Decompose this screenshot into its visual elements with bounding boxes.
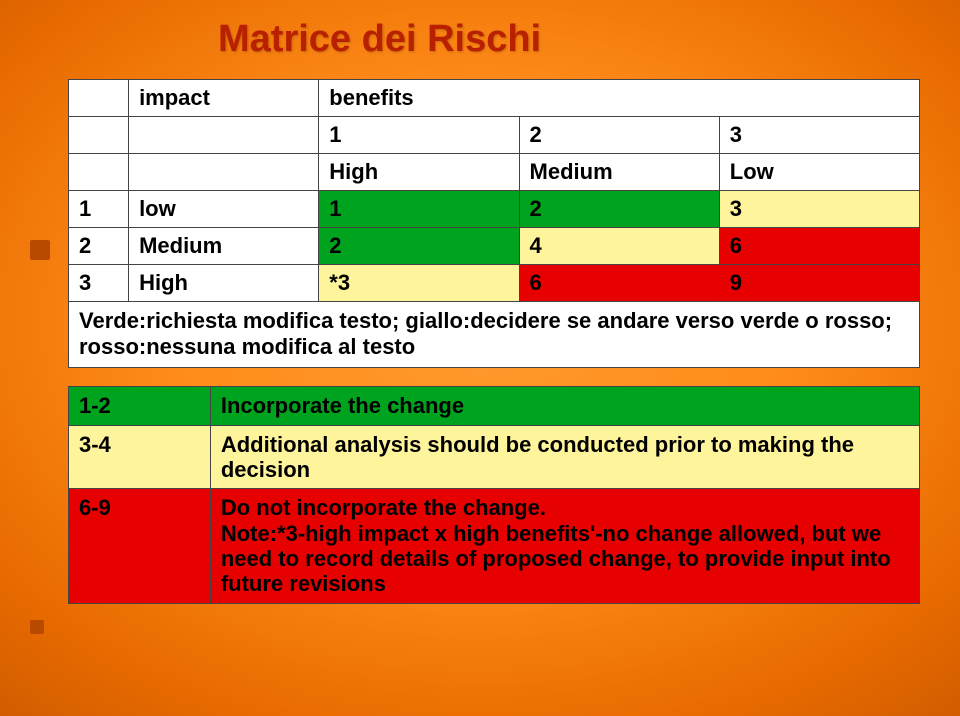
header-low: Low xyxy=(719,154,919,191)
action-range-69: 6-9 xyxy=(69,489,211,603)
cell-blank xyxy=(129,154,319,191)
table-row: 3-4 Additional analysis should be conduc… xyxy=(69,425,920,489)
action-desc-12: Incorporate the change xyxy=(210,386,919,425)
cell-blank xyxy=(69,80,129,117)
slide: Matrice dei Rischi impact benefits 1 2 3… xyxy=(0,0,960,716)
bullet-square xyxy=(30,240,50,260)
cell-1-2: 2 xyxy=(519,191,719,228)
cell-2-2: 4 xyxy=(519,228,719,265)
slide-title: Matrice dei Rischi xyxy=(218,18,920,61)
header-high: High xyxy=(319,154,519,191)
header-benefits: benefits xyxy=(319,80,920,117)
cell-blank xyxy=(129,117,319,154)
row-num-2: 2 xyxy=(69,228,129,265)
header-impact: impact xyxy=(129,80,319,117)
table-row: 6-9 Do not incorporate the change. Note:… xyxy=(69,489,920,603)
action-range-12: 1-2 xyxy=(69,386,211,425)
cell-3-1: *3 xyxy=(319,265,519,302)
action-desc-69: Do not incorporate the change. Note:*3-h… xyxy=(210,489,919,603)
action-range-34: 3-4 xyxy=(69,425,211,489)
table-row: 1 low 1 2 3 xyxy=(69,191,920,228)
actions-table-wrap: 1-2 Incorporate the change 3-4 Additiona… xyxy=(68,386,920,604)
header-col-3: 3 xyxy=(719,117,919,154)
cell-1-3: 3 xyxy=(719,191,919,228)
row-label-low: low xyxy=(129,191,319,228)
cell-blank xyxy=(69,154,129,191)
row-label-high: High xyxy=(129,265,319,302)
row-num-1: 1 xyxy=(69,191,129,228)
actions-table: 1-2 Incorporate the change 3-4 Additiona… xyxy=(68,386,920,604)
cell-3-2: 6 xyxy=(519,265,719,302)
legend-text: Verde:richiesta modifica testo; giallo:d… xyxy=(69,302,920,368)
table-row: 3 High *3 6 9 xyxy=(69,265,920,302)
cell-1-1: 1 xyxy=(319,191,519,228)
table-row: impact benefits xyxy=(69,80,920,117)
table-row: 1 2 3 xyxy=(69,117,920,154)
table-row: 2 Medium 2 4 6 xyxy=(69,228,920,265)
action-desc-34: Additional analysis should be conducted … xyxy=(210,425,919,489)
cell-blank xyxy=(69,117,129,154)
header-col-2: 2 xyxy=(519,117,719,154)
row-num-3: 3 xyxy=(69,265,129,302)
header-medium: Medium xyxy=(519,154,719,191)
table-row: High Medium Low xyxy=(69,154,920,191)
cell-2-3: 6 xyxy=(719,228,919,265)
matrix-table-wrap: impact benefits 1 2 3 High Medium Low 1 … xyxy=(68,79,920,368)
table-row: 1-2 Incorporate the change xyxy=(69,386,920,425)
header-col-1: 1 xyxy=(319,117,519,154)
table-row: Verde:richiesta modifica testo; giallo:d… xyxy=(69,302,920,368)
cell-2-1: 2 xyxy=(319,228,519,265)
bullet-square xyxy=(30,620,44,634)
risk-matrix-table: impact benefits 1 2 3 High Medium Low 1 … xyxy=(68,79,920,368)
row-label-medium: Medium xyxy=(129,228,319,265)
cell-3-3: 9 xyxy=(719,265,919,302)
